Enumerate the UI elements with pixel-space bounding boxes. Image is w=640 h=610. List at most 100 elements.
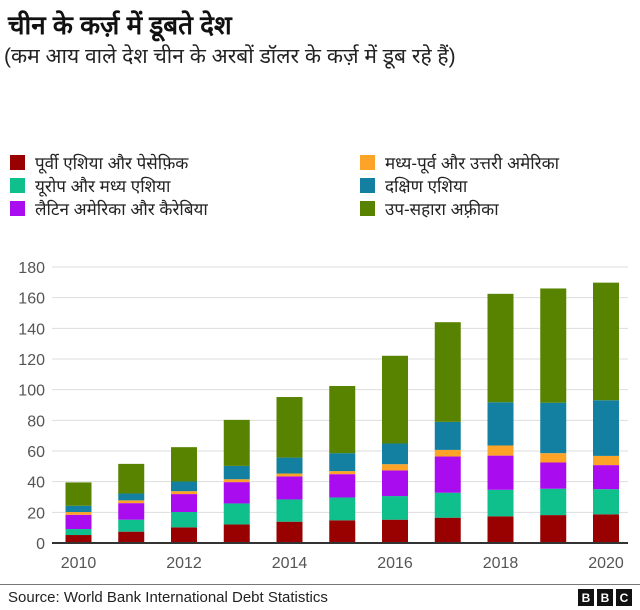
bar-segment-2013-series-4 <box>223 465 250 480</box>
bar-segment-2017-series-4 <box>434 421 461 450</box>
bar-segment-2019-series-5 <box>540 288 567 403</box>
bar-segment-2010-series-5 <box>65 482 92 506</box>
bar-segment-2016-series-4 <box>382 443 408 465</box>
bar-segment-2012-series-0 <box>171 527 197 543</box>
bar-segment-2015-series-0 <box>329 520 356 543</box>
bar-segment-2011-series-5 <box>118 463 145 494</box>
bar-segment-2019-series-1 <box>540 488 567 516</box>
bar-segment-2020-series-5 <box>593 282 619 401</box>
y-tick-label: 80 <box>27 413 45 430</box>
bbc-logo-letter: B <box>597 589 613 606</box>
bar-segment-2018-series-5 <box>487 293 514 403</box>
legend-item-south-asia: दक्षिण एशिया <box>360 174 467 197</box>
bar-segment-2014-series-4 <box>276 457 303 474</box>
x-tick-label: 2012 <box>166 555 202 572</box>
source-note: Source: World Bank International Debt St… <box>8 589 328 606</box>
bar-segment-2013-series-1 <box>223 503 250 525</box>
bbc-logo-letter: B <box>578 589 594 606</box>
legend-item-latin-america-caribbean: लैटिन अमेरिका और कैरेबिया <box>10 197 208 220</box>
bar-segment-2017-series-3 <box>434 449 461 457</box>
y-tick-label: 60 <box>27 444 45 461</box>
stacked-bar-chart: 0 20 40 60 80 100 120 140 160 180 2010 2012 2014 2016… <box>18 260 628 572</box>
bar-segment-2012-series-3 <box>171 491 197 495</box>
y-tick-label: 20 <box>27 505 45 522</box>
bar-segment-2017-series-1 <box>434 492 461 518</box>
bar-segment-2017-series-0 <box>434 517 461 543</box>
bar-segment-2016-series-3 <box>382 464 408 471</box>
bar-segment-2016-series-0 <box>382 519 408 543</box>
bar-segment-2012-series-5 <box>171 447 197 482</box>
bbc-logo: B B C <box>578 589 632 606</box>
legend-item-east-asia-pacific: पूर्वी एशिया और पेसेफ़िक <box>10 151 188 174</box>
bar-segment-2015-series-1 <box>329 497 356 521</box>
y-tick-label: 180 <box>18 260 45 277</box>
bar-segment-2014-series-5 <box>276 397 303 458</box>
bar-segment-2014-series-2 <box>276 476 303 500</box>
bar-segment-2020-series-3 <box>593 455 619 466</box>
bar-segment-2015-series-2 <box>329 474 356 498</box>
legend-label: पूर्वी एशिया और पेसेफ़िक <box>35 154 189 173</box>
x-tick-label: 2016 <box>377 555 413 572</box>
footer-divider <box>0 584 640 585</box>
bar-segment-2011-series-2 <box>118 503 145 520</box>
bbc-logo-letter: C <box>616 589 632 606</box>
x-tick-label: 2010 <box>61 555 97 572</box>
legend-swatch <box>10 201 25 216</box>
bar-segment-2019-series-4 <box>540 402 567 454</box>
y-tick-label: 120 <box>18 352 45 369</box>
bar-segment-2020-series-2 <box>593 465 619 490</box>
bar-segment-2011-series-4 <box>118 493 145 501</box>
bar-segment-2020-series-4 <box>593 400 619 456</box>
bar-segment-2010-series-3 <box>65 512 92 515</box>
chart-subtitle: (कम आय वाले देश चीन के अरबों डॉलर के कर्… <box>4 45 456 68</box>
legend-label: यूरोप और मध्य एशिया <box>35 177 171 196</box>
bar-segment-2011-series-3 <box>118 500 145 504</box>
bar-segment-2012-series-2 <box>171 494 197 513</box>
bar-segment-2016-series-2 <box>382 470 408 497</box>
bar-segment-2018-series-3 <box>487 445 514 456</box>
bar-segment-2014-series-1 <box>276 499 303 522</box>
bar-segment-2018-series-2 <box>487 455 514 490</box>
y-tick-label: 100 <box>18 383 45 400</box>
bar-segment-2014-series-0 <box>276 521 303 543</box>
legend-swatch <box>360 155 375 170</box>
bar-segment-2015-series-5 <box>329 385 356 454</box>
bar-segment-2019-series-0 <box>540 515 567 543</box>
legend-item-middle-east-north-africa: मध्य-पूर्व और उत्तरी अमेरिका <box>360 151 559 174</box>
x-tick-label: 2020 <box>588 555 624 572</box>
legend-label: उप-सहारा अफ़्रीका <box>385 200 499 219</box>
bar-segment-2018-series-4 <box>487 402 514 446</box>
bar-segment-2019-series-3 <box>540 453 567 463</box>
legend-label: मध्य-पूर्व और उत्तरी अमेरिका <box>385 154 560 173</box>
bar-segment-2010-series-4 <box>65 505 92 513</box>
bar-segment-2011-series-1 <box>118 519 145 532</box>
bar-segment-2020-series-0 <box>593 514 619 543</box>
y-tick-label: 160 <box>18 291 45 308</box>
bar-segment-2014-series-3 <box>276 473 303 477</box>
legend-swatch <box>360 178 375 193</box>
legend-swatch <box>10 155 25 170</box>
bar-segment-2013-series-0 <box>223 524 250 543</box>
bar-segment-2013-series-2 <box>223 482 250 504</box>
bar-segment-2016-series-1 <box>382 496 408 520</box>
x-tick-label: 2014 <box>272 555 308 572</box>
x-tick-label: 2018 <box>483 555 519 572</box>
bar-segment-2011-series-0 <box>118 531 145 543</box>
legend-label: दक्षिण एशिया <box>385 177 468 196</box>
bar-segment-2020-series-1 <box>593 489 619 515</box>
bar-segment-2017-series-5 <box>434 322 461 422</box>
bar-segment-2015-series-4 <box>329 453 356 472</box>
bar-segment-2018-series-0 <box>487 516 514 543</box>
bar-segment-2015-series-3 <box>329 471 356 475</box>
legend-item-europe-central-asia: यूरोप और मध्य एशिया <box>10 174 170 197</box>
y-tick-label: 40 <box>27 475 45 492</box>
legend-item-sub-saharan-africa: उप-सहारा अफ़्रीका <box>360 197 499 220</box>
bar-segment-2016-series-5 <box>382 355 408 444</box>
bar-segment-2019-series-2 <box>540 462 567 489</box>
legend-swatch <box>10 178 25 193</box>
y-tick-label: 140 <box>18 321 45 338</box>
bar-segment-2018-series-1 <box>487 489 514 517</box>
legend-label: लैटिन अमेरिका और कैरेबिया <box>35 200 208 219</box>
bar-segment-2010-series-1 <box>65 529 92 536</box>
bar-segment-2017-series-2 <box>434 456 461 493</box>
